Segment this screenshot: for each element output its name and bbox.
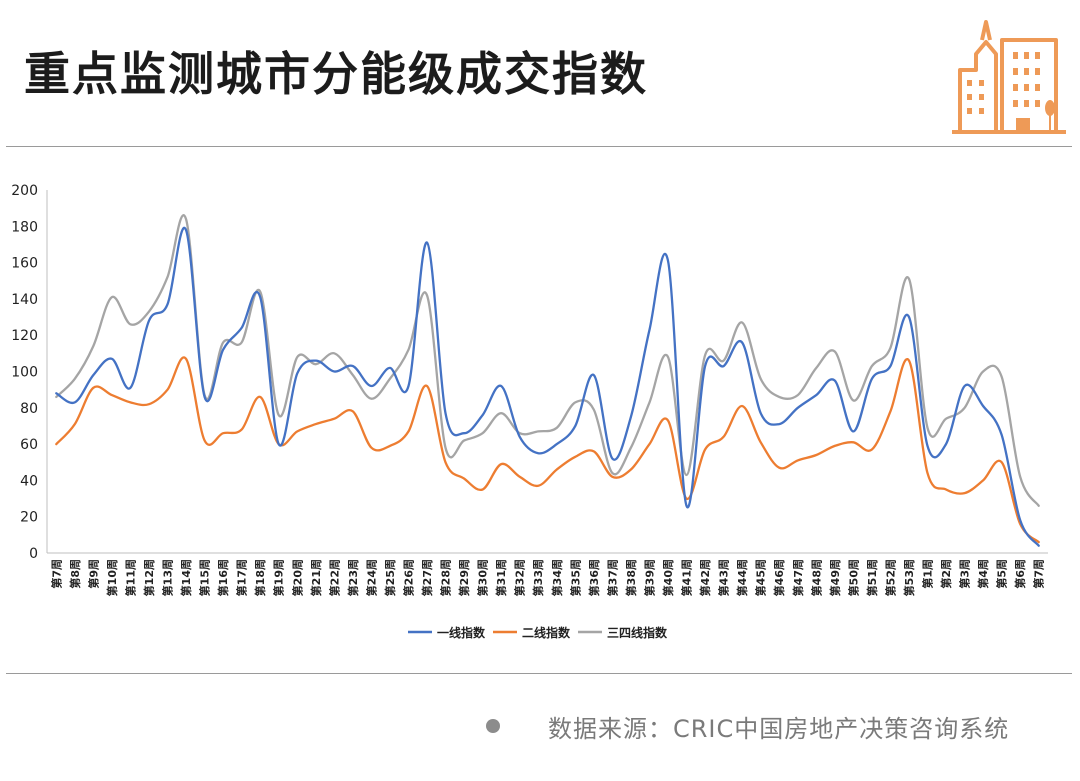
x-tick-label: 第40周 xyxy=(661,559,675,596)
x-tick-label: 第33周 xyxy=(531,559,545,596)
x-tick-label: 第7周 xyxy=(49,559,63,589)
x-tick-label: 第53周 xyxy=(902,559,916,596)
x-tick-label: 第12周 xyxy=(142,559,156,596)
x-tick-label: 第11周 xyxy=(123,559,137,596)
x-tick-label: 第30周 xyxy=(476,559,490,596)
x-tick-label: 第49周 xyxy=(828,559,842,596)
x-tick-label: 第24周 xyxy=(364,559,378,596)
y-tick-label: 100 xyxy=(11,365,38,381)
source-note: 数据来源：CRIC中国房地产决策咨询系统 xyxy=(486,706,1009,746)
y-tick-label: 140 xyxy=(11,292,38,308)
x-tick-label: 第45周 xyxy=(754,559,768,596)
x-tick-label: 第47周 xyxy=(791,559,805,596)
y-tick-label: 60 xyxy=(20,437,38,453)
x-tick-label: 第52周 xyxy=(883,559,897,596)
bullet-dot xyxy=(486,719,500,733)
series-line-2 xyxy=(55,356,1040,544)
legend-label: 二线指数 xyxy=(522,625,571,640)
x-tick-label: 第6周 xyxy=(1013,559,1027,589)
header-divider xyxy=(6,146,1072,147)
x-tick-label: 第32周 xyxy=(513,559,527,596)
x-tick-label: 第1周 xyxy=(921,559,935,589)
x-tick-label: 第46周 xyxy=(772,559,786,596)
x-tick-label: 第34周 xyxy=(550,559,564,596)
x-tick-label: 第28周 xyxy=(439,559,453,596)
series-line-1 xyxy=(55,226,1040,547)
x-tick-label: 第7周 xyxy=(1032,559,1046,589)
x-tick-label: 第14周 xyxy=(179,559,193,596)
y-tick-label: 40 xyxy=(20,473,38,489)
footer-divider xyxy=(6,673,1072,674)
x-tick-label: 第39周 xyxy=(642,559,656,596)
source-text: 数据来源：CRIC中国房地产决策咨询系统 xyxy=(548,714,1010,743)
y-tick-label: 180 xyxy=(11,219,38,235)
x-tick-label: 第23周 xyxy=(346,559,360,596)
y-tick-label: 0 xyxy=(29,546,38,562)
x-tick-label: 第35周 xyxy=(568,559,582,596)
x-tick-label: 第2周 xyxy=(939,559,953,589)
y-tick-label: 160 xyxy=(11,256,38,272)
x-tick-label: 第17周 xyxy=(235,559,249,596)
x-tick-label: 第44周 xyxy=(735,559,749,596)
legend-label: 三四线指数 xyxy=(607,625,668,640)
x-tick-label: 第50周 xyxy=(846,559,860,596)
y-tick-label: 20 xyxy=(20,510,38,526)
x-tick-label: 第10周 xyxy=(105,559,119,596)
x-tick-label: 第20周 xyxy=(290,559,304,596)
x-tick-label: 第9周 xyxy=(86,559,100,589)
x-tick-label: 第48周 xyxy=(809,559,823,596)
legend-label: 一线指数 xyxy=(437,625,486,640)
x-tick-label: 第37周 xyxy=(605,559,619,596)
x-tick-label: 第41周 xyxy=(680,559,694,596)
x-tick-label: 第19周 xyxy=(272,559,286,596)
y-tick-label: 120 xyxy=(11,328,38,344)
y-tick-label: 200 xyxy=(11,183,38,199)
x-tick-label: 第26周 xyxy=(401,559,415,596)
x-tick-label: 第27周 xyxy=(420,559,434,596)
x-tick-label: 第51周 xyxy=(865,559,879,596)
x-tick-label: 第42周 xyxy=(698,559,712,596)
buildings-icon xyxy=(952,20,1066,134)
x-tick-label: 第5周 xyxy=(995,559,1009,589)
x-tick-label: 第15周 xyxy=(198,559,212,596)
x-tick-label: 第43周 xyxy=(717,559,731,596)
x-tick-label: 第31周 xyxy=(494,559,508,596)
x-tick-label: 第38周 xyxy=(624,559,638,596)
x-tick-label: 第8周 xyxy=(68,559,82,589)
x-tick-label: 第22周 xyxy=(327,559,341,596)
x-tick-label: 第3周 xyxy=(958,559,972,589)
x-tick-label: 第4周 xyxy=(976,559,990,589)
x-tick-label: 第16周 xyxy=(216,559,230,596)
x-tick-label: 第21周 xyxy=(309,559,323,596)
x-tick-label: 第36周 xyxy=(587,559,601,596)
x-tick-label: 第25周 xyxy=(383,559,397,596)
series-line-3 xyxy=(55,214,1040,507)
page-title: 重点监测城市分能级成交指数 xyxy=(24,47,648,101)
y-tick-label: 80 xyxy=(20,401,38,417)
x-tick-label: 第13周 xyxy=(160,559,174,596)
x-tick-label: 第29周 xyxy=(457,559,471,596)
x-tick-label: 第18周 xyxy=(253,559,267,596)
